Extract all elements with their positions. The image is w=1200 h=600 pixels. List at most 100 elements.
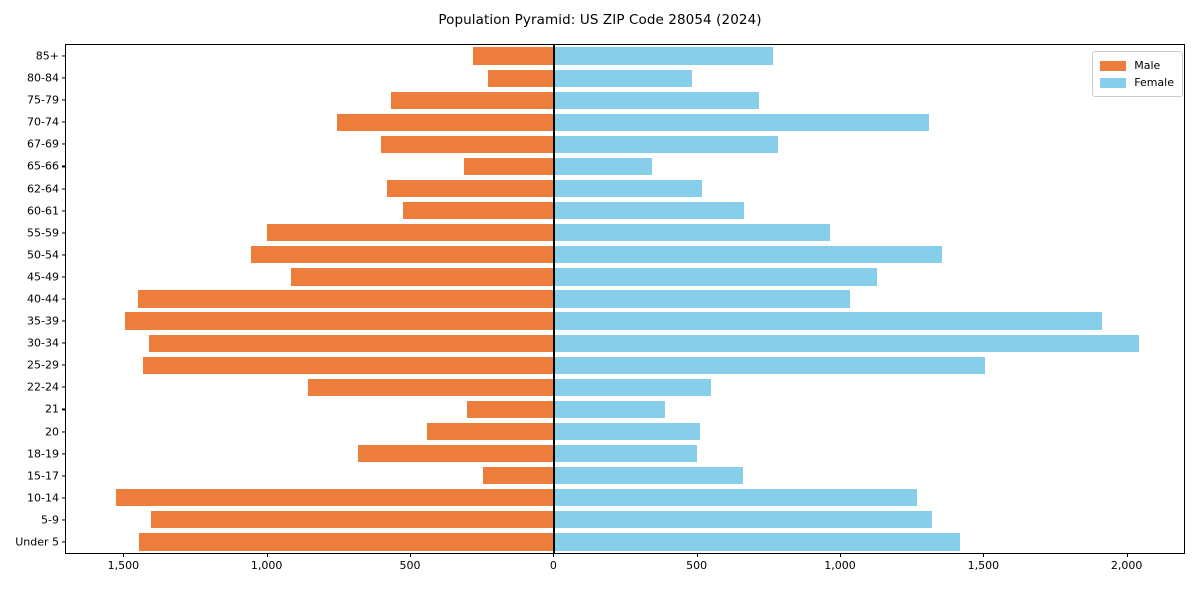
legend-label-male: Male [1134,59,1161,72]
y-axis-label-under-5: Under 5 [15,535,59,549]
bar-female-60-61 [553,202,744,220]
bar-male-21 [467,400,554,419]
bar-female-80-84 [553,69,693,87]
pyramid-row [66,224,1184,242]
x-axis-tick-mark [123,553,125,557]
pyramid-row [66,113,1184,131]
pyramid-row [66,378,1184,396]
x-axis-tick-mark [1126,553,1128,557]
bar-male-65-66 [463,157,554,176]
bar-female-40-44 [553,290,851,308]
pyramid-row [66,268,1184,286]
y-axis-tick-mark [62,99,66,101]
bar-male-80-84 [487,69,554,87]
x-axis-tick-mark [266,553,268,557]
pyramid-row [66,444,1184,463]
y-axis-label-62-64: 62-64 [27,182,59,196]
pyramid-row [66,135,1184,153]
y-axis-label-60-61: 60-61 [27,204,59,218]
bar-female-5-9 [553,511,932,529]
bar-female-10-14 [553,489,918,507]
bar-female-25-29 [553,356,985,374]
bar-male-5-9 [150,511,554,529]
plot-area: 85+ 80-84 75-79 70-74 67-69 65-66 62-64 60-61 55… [15,44,1185,571]
bar-female-70-74 [553,113,929,131]
y-axis-tick-mark [62,342,66,344]
bar-female-50-54 [553,246,942,264]
y-axis-tick-mark [62,386,66,388]
y-axis-label-10-14: 10-14 [27,491,59,505]
bar-male-30-34 [148,334,554,352]
pyramid-row [66,179,1184,198]
bar-male-35-39 [125,312,554,330]
y-axis-tick-mark [62,475,66,477]
bar-male-75-79 [391,91,554,109]
x-axis-tick-label: 1,500 [107,559,140,572]
legend-swatch-male [1100,60,1127,71]
y-axis-label-55-59: 55-59 [27,226,59,240]
y-axis-label-75-79: 75-79 [27,93,59,107]
pyramid-row [66,356,1184,374]
x-axis-tick-label: 1,500 [967,559,1000,572]
bar-male-50-54 [250,246,554,264]
bar-female-18-19 [553,444,697,463]
bar-female-67-69 [553,135,778,153]
bar-male-55-59 [266,224,554,242]
x-axis-tick-label: 1,000 [250,559,283,572]
x-axis-tick-mark [410,553,412,557]
y-axis-label-45-49: 45-49 [27,270,59,284]
y-axis-tick-mark [62,276,66,278]
y-axis-tick-mark [62,165,66,168]
y-axis-tick-mark [62,232,66,234]
y-axis-label-5-9: 5-9 [41,513,59,527]
y-axis-tick-mark [62,408,66,410]
y-axis-label-22-24: 22-24 [27,380,59,394]
legend-entry-female: Female [1100,74,1174,91]
bar-male-67-69 [381,135,554,153]
y-axis-tick-mark [62,364,66,366]
x-axis-tick-label: 500 [686,559,708,572]
y-axis-label-65-66: 65-66 [27,159,59,173]
pyramid-row [66,489,1184,507]
y-axis-label-25-29: 25-29 [27,358,59,372]
bar-female-45-49 [553,268,878,286]
bar-male-62-64 [387,179,554,198]
y-axis-tick-mark [62,497,66,499]
chart-title: Population Pyramid: US ZIP Code 28054 (2… [438,12,762,28]
bar-male-22-24 [308,378,554,396]
bar-male-10-14 [116,489,554,507]
bar-male-70-74 [336,113,554,131]
bar-female-22-24 [553,378,711,396]
y-axis-label-85-: 85+ [35,49,59,63]
y-axis-tick-mark [62,188,66,190]
bar-male-under-5 [139,533,554,551]
x-axis-tick-mark [696,553,698,557]
y-axis-label-80-84: 80-84 [27,71,59,85]
chart-legend: Male Female [1092,51,1183,97]
x-axis-tick-mark [840,553,842,557]
bar-female-21 [553,400,666,419]
y-axis-label-15-17: 15-17 [27,469,59,483]
pyramid-row [66,422,1184,441]
bar-female-55-59 [553,224,830,242]
pyramid-row [66,202,1184,220]
y-axis-tick-mark [62,55,66,57]
bar-male-20 [427,422,554,441]
pyramid-row [66,157,1184,176]
y-axis-tick-mark [62,298,66,300]
bar-male-15-17 [483,467,554,485]
y-axis-tick-mark [62,210,66,212]
pyramid-row [66,91,1184,109]
bar-female-62-64 [553,179,703,198]
bar-female-85- [553,47,773,65]
pyramid-row [66,400,1184,419]
bar-male-85- [473,47,554,65]
y-axis-label-20: 20 [45,425,59,439]
y-axis-label-67-69: 67-69 [27,137,59,151]
bar-female-under-5 [553,533,961,551]
bar-female-30-34 [553,334,1139,352]
pyramid-row [66,511,1184,529]
y-axis-tick-mark [62,519,66,521]
y-axis-label-70-74: 70-74 [27,115,59,129]
